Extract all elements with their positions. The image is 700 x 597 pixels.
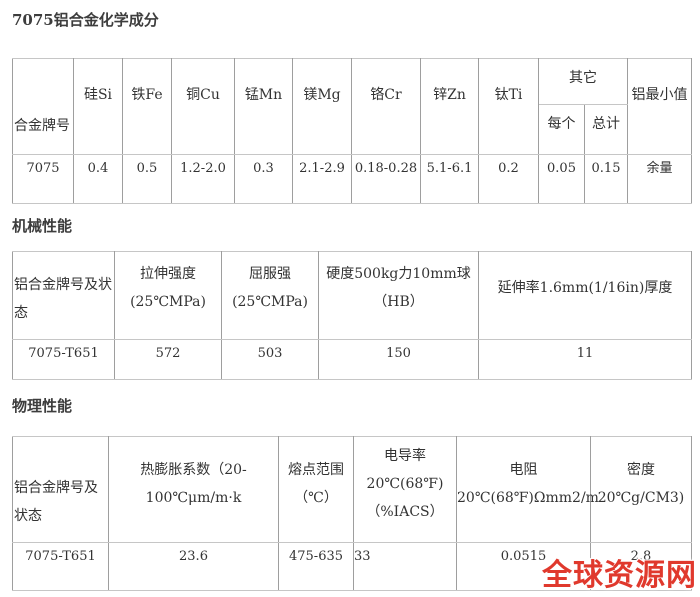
section-title-mechanical: 机械性能 (12, 217, 73, 235)
chemical-composition-table: 合金牌号 硅Si 铁Fe 铜Cu 锰Mn 镁Mg 铬Cr 锌Zn 钛Ti 其它 … (12, 58, 692, 204)
chem-value-ti: 0.2 (478, 154, 539, 204)
chem-value-mn: 0.3 (234, 154, 293, 204)
phys-data-row: 7075-T651 23.6 475-635 33 0.0515 2.8 (12, 542, 692, 591)
header-line: （HB） (373, 293, 424, 310)
mech-grade-header-cell: 铝合金牌号及状态 (12, 251, 115, 340)
mech-header-hardness: 硬度500kg力10mm球 （HB） (318, 251, 479, 340)
header-line: 硬度500kg力10mm球 (326, 265, 471, 282)
header-line: 20℃(68℉)Ωmm2/m (457, 489, 599, 506)
phys-header-thermal-expansion: 热膨胀系数（20- 100℃μm/m·k (108, 436, 279, 543)
header-line: 屈服强 (249, 265, 291, 282)
chem-header-cu: 铜Cu (171, 58, 235, 155)
chem-header-ti: 钛Ti (478, 58, 539, 155)
chem-value-cu: 1.2-2.0 (171, 154, 235, 204)
chem-header-cr: 铬Cr (351, 58, 421, 155)
chem-value-grade: 7075 (12, 154, 74, 204)
header-line: 100℃μm/m·k (145, 489, 242, 506)
header-line: (25℃MPa) (232, 293, 308, 310)
header-line: 延伸率1.6mm(1/16in)厚度 (497, 279, 673, 296)
mech-header-elongation: 延伸率1.6mm(1/16in)厚度 (478, 251, 692, 340)
chem-value-mg: 2.1-2.9 (292, 154, 352, 204)
chem-header-si: 硅Si (73, 58, 123, 155)
phys-value-density: 2.8 (590, 542, 692, 591)
chem-value-zn: 5.1-6.1 (420, 154, 479, 204)
phys-header-resistance: 电阻 20℃(68℉)Ωmm2/m (456, 436, 599, 543)
phys-header-row: 铝合金牌号及状态 热膨胀系数（20- 100℃μm/m·k 熔点范围 （℃） 电… (12, 436, 692, 543)
chem-grade-header-cell: 合金牌号 (12, 58, 74, 155)
chem-header-mn: 锰Mn (234, 58, 293, 155)
header-line: （%IACS） (366, 503, 444, 520)
phys-grade-header-cell: 铝合金牌号及状态 (12, 436, 109, 543)
header-line: (25℃MPa) (130, 293, 206, 310)
mech-value-tensile: 572 (114, 339, 222, 380)
mech-header-yield: 屈服强 (25℃MPa) (221, 251, 319, 340)
phys-header-melting-range: 熔点范围 （℃） (278, 436, 354, 543)
physical-properties-table: 铝合金牌号及状态 热膨胀系数（20- 100℃μm/m·k 熔点范围 （℃） 电… (12, 436, 692, 591)
chem-header-row-2: 每个 总计 (13, 104, 692, 155)
mech-value-grade: 7075-T651 (12, 339, 115, 380)
chem-header-al-min: 铝最小值 (627, 58, 692, 155)
header-line: 电阻 (509, 461, 538, 478)
chem-data-row: 7075 0.4 0.5 1.2-2.0 0.3 2.1-2.9 0.18-0.… (12, 154, 692, 204)
phys-header-density: 密度 20℃g/CM3) (590, 436, 692, 543)
mech-header-row: 铝合金牌号及状态 拉伸强度 (25℃MPa) 屈服强 (25℃MPa) 硬度50… (12, 251, 692, 340)
chem-header-other-each: 每个 (538, 104, 585, 155)
phys-value-melting-range: 475-635 (278, 542, 354, 591)
watermark-logo: 全球资源网 (542, 558, 697, 593)
header-line: 密度 (627, 461, 655, 478)
chem-value-other-each: 0.05 (538, 154, 585, 204)
mech-value-hardness: 150 (318, 339, 479, 380)
chem-header-mg: 镁Mg (292, 58, 352, 155)
header-line: 电导率 (384, 447, 426, 464)
phys-header-conductivity: 电导率 20℃(68℉) （%IACS） (353, 436, 457, 543)
phys-value-conductivity: 33 (353, 542, 457, 591)
chem-value-other-total: 0.15 (584, 154, 628, 204)
section-title-chemical: 7075铝合金化学成分 (12, 11, 159, 29)
chem-header-other-total: 总计 (584, 104, 628, 155)
chem-value-si: 0.4 (73, 154, 123, 204)
header-line: （℃） (294, 489, 338, 506)
chem-header-fe: 铁Fe (122, 58, 172, 155)
mech-value-yield: 503 (221, 339, 319, 380)
mechanical-properties-table: 铝合金牌号及状态 拉伸强度 (25℃MPa) 屈服强 (25℃MPa) 硬度50… (12, 251, 692, 380)
chem-header-row-1: 合金牌号 硅Si 铁Fe 铜Cu 锰Mn 镁Mg 铬Cr 锌Zn 钛Ti 其它 … (12, 58, 692, 155)
header-line: 20℃(68℉) (366, 475, 444, 492)
header-line: 20℃g/CM3) (597, 489, 685, 506)
chem-value-fe: 0.5 (122, 154, 172, 204)
chem-value-al-min: 余量 (627, 154, 692, 204)
chem-value-cr: 0.18-0.28 (351, 154, 421, 204)
phys-value-thermal-expansion: 23.6 (108, 542, 279, 591)
header-line: 熔点范围 (288, 461, 344, 478)
mech-data-row: 7075-T651 572 503 150 11 (12, 339, 692, 380)
phys-value-grade: 7075-T651 (12, 542, 109, 591)
chem-header-zn: 锌Zn (420, 58, 479, 155)
header-line: 热膨胀系数（20- (140, 461, 247, 478)
header-line: 拉伸强度 (140, 265, 196, 282)
mech-value-elongation: 11 (478, 339, 692, 380)
mech-header-tensile: 拉伸强度 (25℃MPa) (114, 251, 222, 340)
chem-header-other: 其它 (538, 58, 628, 105)
section-title-physical: 物理性能 (12, 397, 73, 415)
